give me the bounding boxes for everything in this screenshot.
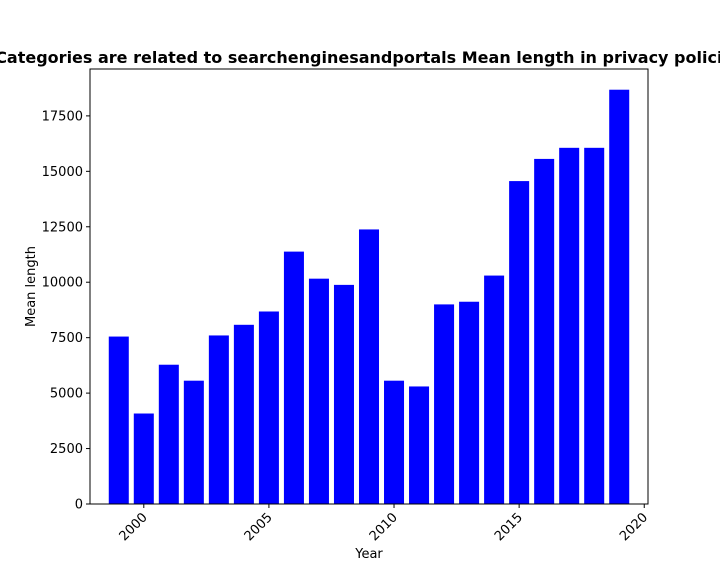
bar-2017 <box>559 147 580 504</box>
y-tick-label: 7500 <box>50 331 83 346</box>
bar-2008 <box>333 284 354 504</box>
x-tick-label: 2010 <box>367 510 401 544</box>
bar-2013 <box>459 301 480 504</box>
y-tick-label: 10000 <box>42 276 83 291</box>
bar-2019 <box>609 89 630 504</box>
bar-2006 <box>283 251 304 504</box>
y-tick-label: 12500 <box>42 220 83 235</box>
x-tick-label: 2005 <box>242 510 276 544</box>
bar-2012 <box>434 304 455 504</box>
bar-1999 <box>108 336 129 504</box>
y-tick-label: 5000 <box>50 387 83 402</box>
bar-2007 <box>308 278 329 504</box>
bar-2000 <box>133 413 154 504</box>
bar-2014 <box>484 275 505 504</box>
bars-group <box>108 89 630 504</box>
y-axis-ticks: 0 2500 5000 7500 10000 12500 15000 17500 <box>42 109 90 513</box>
y-axis-label: Mean length <box>24 246 39 327</box>
bar-2005 <box>258 311 279 504</box>
x-axis-label: Year <box>354 547 383 562</box>
x-axis-ticks: 2000 2005 2010 2015 2020 <box>117 504 651 544</box>
y-tick-label: 17500 <box>42 109 83 124</box>
bar-2002 <box>183 380 204 504</box>
x-tick-label: 2000 <box>117 510 151 544</box>
axes-frame <box>89 68 649 505</box>
x-tick-label: 2020 <box>617 510 651 544</box>
bar-2004 <box>233 324 254 504</box>
y-tick-label: 2500 <box>50 442 83 457</box>
y-tick-label: 15000 <box>42 165 83 180</box>
y-tick-label: 0 <box>75 498 83 513</box>
bar-2003 <box>208 335 229 504</box>
bar-2001 <box>158 364 179 504</box>
x-tick-label: 2015 <box>492 510 526 544</box>
bar-2010 <box>384 380 405 504</box>
bar-2009 <box>358 229 380 504</box>
bar-2016 <box>534 158 555 504</box>
chart-title: Categories are related to searchenginesa… <box>0 48 720 67</box>
bar-2018 <box>584 147 605 504</box>
bar-2015 <box>509 181 530 504</box>
bar-2011 <box>409 386 430 504</box>
